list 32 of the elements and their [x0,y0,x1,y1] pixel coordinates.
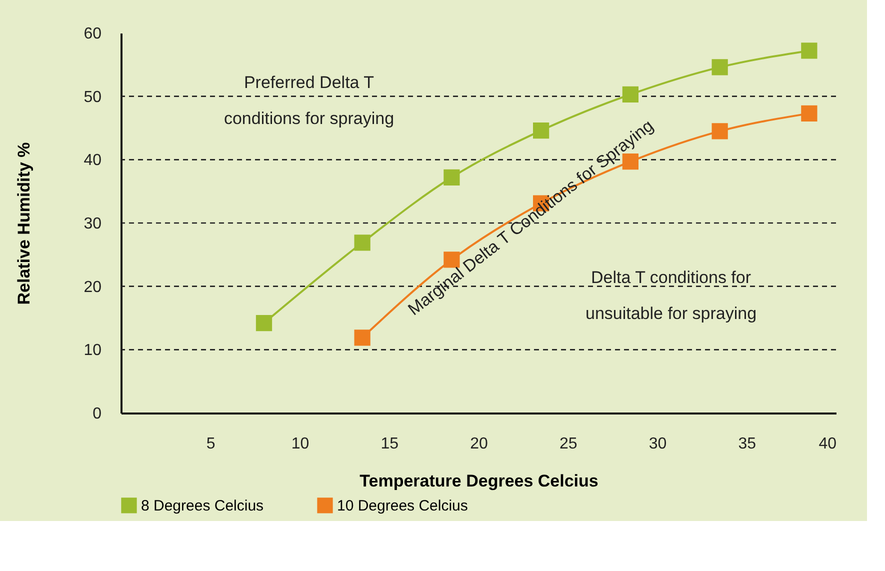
y-tick-label: 30 [84,216,102,232]
point [354,330,370,346]
x-tick-label: 35 [738,436,756,452]
point [801,105,818,122]
legend-label: 8 Degrees Celcius [141,497,264,514]
y-tick-label: 60 [84,26,102,42]
x-tick-label: 5 [206,436,216,452]
x-tick-label: 15 [380,436,399,452]
point [533,122,550,139]
point [712,123,728,140]
x-axis-title: Temperature Degrees Celcius [360,472,598,490]
point [444,169,460,186]
x-tick-label: 10 [291,436,310,452]
point [354,234,370,251]
annotation: Delta T conditions for unsuitable for spraying [585,268,757,323]
x-tick-label: 40 [818,436,837,452]
y-axis-title: Relative Humidity % [14,142,34,305]
y-tick-label: 20 [84,278,102,296]
point [444,252,460,268]
y-tick-label: 40 [84,152,102,170]
x-tick-label: 20 [470,436,488,452]
point [622,86,638,102]
legend-label: 10 Degrees Celcius [337,497,468,514]
y-tick-label: 50 [84,88,102,106]
point [712,59,728,76]
point [801,42,818,59]
point [256,315,272,332]
x-tick-label: 30 [648,436,667,452]
y-tick-label: 10 [84,342,102,360]
annotation: Preferred Delta T conditions for spraying [224,73,394,128]
y-tick-label: 0 [92,406,102,422]
x-tick-label: 25 [559,436,578,452]
